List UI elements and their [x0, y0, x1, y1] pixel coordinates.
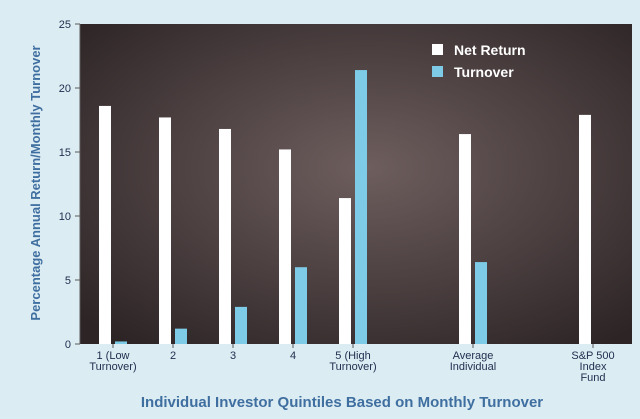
x-tick-label: 1 (Low — [96, 350, 129, 362]
legend-swatch — [432, 44, 443, 55]
turnover-bar — [295, 267, 307, 344]
legend-label: Turnover — [454, 64, 514, 80]
x-tick-label: Fund — [580, 372, 605, 384]
turnover-bar — [475, 262, 487, 344]
x-tick-label: Average — [453, 350, 494, 362]
legend: Net Return Turnover — [432, 42, 526, 80]
x-tick-label: 5 (High — [335, 350, 370, 362]
x-tick-label: 4 — [290, 350, 296, 362]
x-tick-label: Turnover) — [89, 361, 136, 373]
y-tick-label: 25 — [59, 19, 71, 31]
x-tick-label: S&P 500 — [571, 350, 614, 362]
y-tick-label: 0 — [65, 339, 71, 351]
bars-layer — [99, 70, 591, 344]
net-return-bar — [159, 117, 171, 344]
turnover-bar — [355, 70, 367, 344]
x-tick-label: 3 — [230, 350, 236, 362]
y-axis-title: Percentage Annual Return/Monthly Turnove… — [28, 45, 43, 320]
net-return-bar — [339, 198, 351, 344]
y-tick-label: 10 — [59, 211, 71, 223]
legend-label: Net Return — [454, 42, 526, 58]
x-tick-label: Index — [580, 361, 607, 373]
net-return-bar — [459, 134, 471, 344]
turnover-bar — [235, 306, 247, 344]
turnover-bar — [115, 341, 127, 344]
x-axis-title: Individual Investor Quintiles Based on M… — [141, 394, 543, 411]
y-tick-label: 15 — [59, 147, 71, 159]
net-return-bar — [579, 114, 591, 344]
net-return-bar — [279, 149, 291, 344]
y-tick-label: 5 — [65, 275, 71, 287]
x-tick-label: Individual — [450, 361, 496, 373]
y-tick-label: 20 — [59, 83, 71, 95]
x-tick-label: 2 — [170, 350, 176, 362]
net-return-bar — [99, 105, 111, 344]
turnover-bar — [175, 328, 187, 344]
legend-swatch — [432, 66, 443, 77]
x-tick-label: Turnover) — [329, 361, 376, 373]
net-return-bar — [219, 128, 231, 344]
